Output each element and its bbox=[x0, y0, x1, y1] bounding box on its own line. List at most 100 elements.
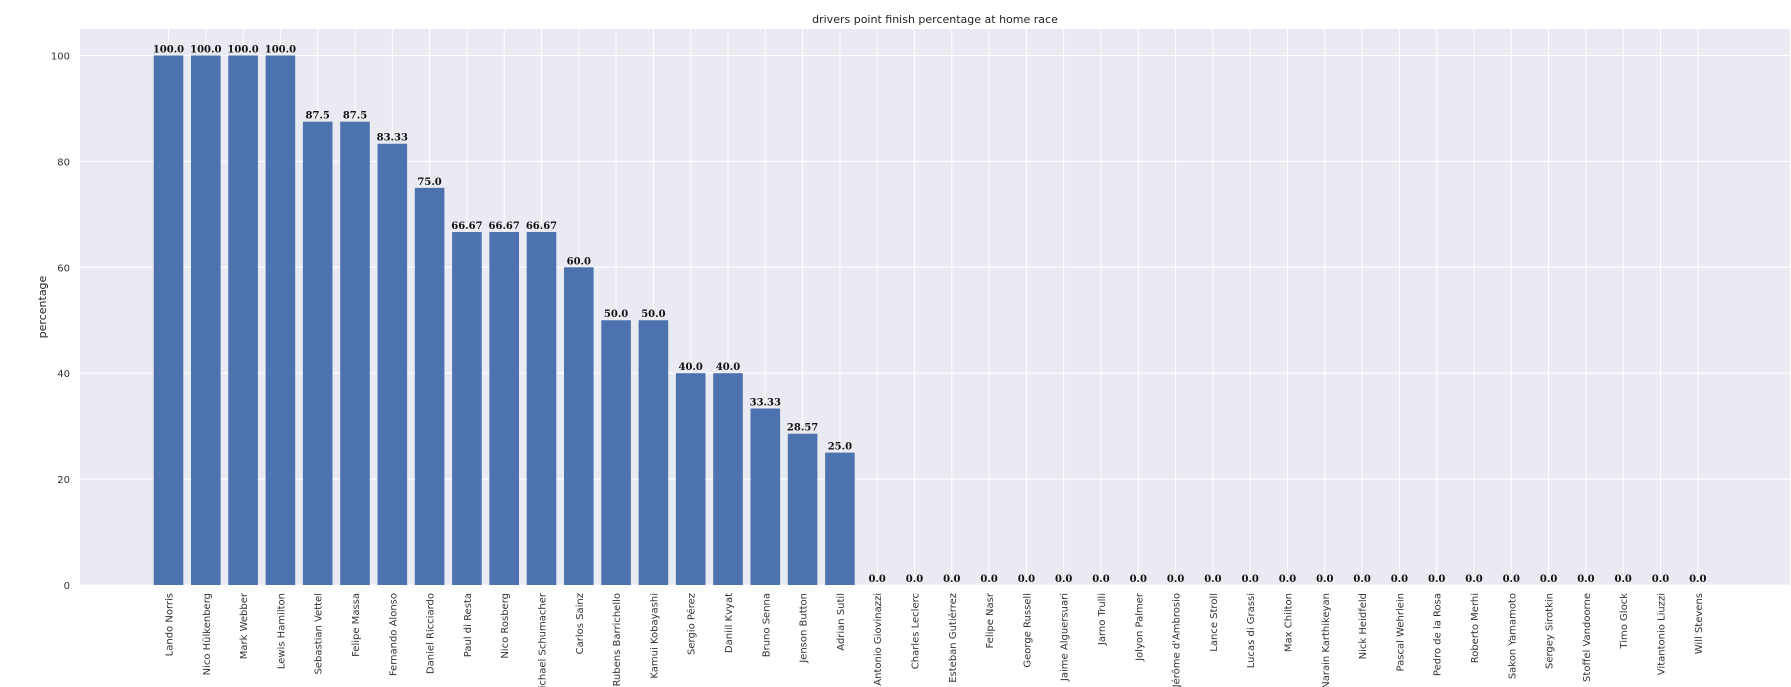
bar-value-label: 0.0 bbox=[868, 574, 885, 585]
bar-value-label: 87.5 bbox=[343, 111, 367, 122]
x-tick-label: Mark Webber bbox=[239, 592, 250, 659]
x-tick-label: Vitantonio Liuzzi bbox=[1657, 593, 1668, 675]
bar bbox=[787, 433, 818, 585]
y-axis-label: percentage bbox=[36, 275, 49, 338]
bar-value-label: 0.0 bbox=[1055, 574, 1072, 585]
y-tick-label: 0 bbox=[64, 581, 70, 592]
x-tick-label: Jenson Button bbox=[799, 593, 810, 664]
x-tick-label: Sebastian Vettel bbox=[314, 593, 325, 675]
y-tick-label: 80 bbox=[57, 157, 70, 168]
bar-value-label: 0.0 bbox=[1316, 574, 1333, 585]
bar-value-label: 66.67 bbox=[451, 221, 482, 232]
y-axis-ticks: 0 20 40 60 80 100 bbox=[51, 51, 70, 592]
bar-value-label: 28.57 bbox=[787, 423, 818, 434]
bar-value-label: 50.0 bbox=[604, 309, 628, 320]
x-tick-label: Narain Karthikeyan bbox=[1321, 593, 1332, 687]
bar bbox=[452, 231, 482, 585]
x-tick-label: Jarno Trulli bbox=[1097, 593, 1108, 646]
x-tick-label: Jaime Alguersuari bbox=[1060, 593, 1071, 682]
x-tick-label: Kamui Kobayashi bbox=[649, 593, 660, 679]
bar bbox=[675, 373, 706, 585]
x-tick-label: Daniil Kvyat bbox=[724, 593, 735, 653]
x-axis-ticks: Lando Norris Nico Hülkenberg Mark Webber Le… bbox=[165, 592, 1705, 687]
bar-value-label: 33.33 bbox=[750, 398, 781, 409]
x-tick-label: Pascal Wehrlein bbox=[1395, 593, 1406, 671]
bar bbox=[713, 373, 743, 585]
y-tick-label: 20 bbox=[57, 475, 70, 486]
y-tick-label: 60 bbox=[57, 263, 70, 274]
bar-value-label: 0.0 bbox=[1130, 574, 1147, 585]
bar-value-label: 100.0 bbox=[153, 44, 184, 55]
bar-value-label: 0.0 bbox=[1279, 574, 1296, 585]
bar-value-label: 100.0 bbox=[265, 44, 296, 55]
x-tick-label: Paul di Resta bbox=[463, 593, 474, 657]
x-tick-label: Carlos Sainz bbox=[575, 593, 586, 654]
x-tick-label: George Russell bbox=[1022, 593, 1033, 668]
x-tick-label: Daniel Ricciardo bbox=[426, 593, 437, 674]
bar bbox=[601, 320, 631, 585]
x-tick-label: Lucas di Grassi bbox=[1246, 593, 1257, 668]
bar bbox=[377, 143, 408, 585]
bar bbox=[564, 267, 594, 585]
x-tick-label: Nico Rosberg bbox=[500, 593, 511, 659]
x-tick-label: Sergio Pérez bbox=[686, 593, 698, 655]
x-tick-label: Felipe Massa bbox=[351, 593, 362, 657]
x-tick-label: Pedro de la Rosa bbox=[1433, 593, 1444, 676]
bar-value-label: 66.67 bbox=[489, 221, 520, 232]
bar-value-label: 0.0 bbox=[1540, 574, 1557, 585]
bar-value-label: 0.0 bbox=[1204, 574, 1221, 585]
x-tick-label: Will Stevens bbox=[1694, 593, 1705, 654]
bar-value-label: 25.0 bbox=[828, 442, 852, 453]
x-tick-label: Charles Leclerc bbox=[911, 593, 922, 669]
bar bbox=[265, 55, 296, 585]
x-tick-label: Fernando Alonso bbox=[388, 593, 399, 676]
x-tick-label: Jérôme d'Ambrosio bbox=[1171, 593, 1183, 687]
x-tick-label: Sergey Sirotkin bbox=[1545, 593, 1556, 669]
bar-value-label: 0.0 bbox=[1167, 574, 1184, 585]
bar-value-label: 0.0 bbox=[1465, 574, 1482, 585]
x-tick-label: Sakon Yamamoto bbox=[1507, 593, 1518, 679]
x-tick-label: Adrian Sutil bbox=[836, 593, 847, 651]
bar-value-label: 0.0 bbox=[1241, 574, 1258, 585]
bar-value-label: 87.5 bbox=[306, 111, 330, 122]
bar bbox=[526, 231, 557, 585]
data-labels: 100.0 100.0 100.0 100.0 87.5 87.5 83.33 75.0 66.… bbox=[153, 44, 1707, 585]
bar-value-label: 0.0 bbox=[1689, 574, 1706, 585]
bar bbox=[825, 452, 855, 585]
bar-value-label: 0.0 bbox=[906, 574, 923, 585]
bar bbox=[489, 231, 519, 585]
x-tick-label: Lando Norris bbox=[165, 593, 176, 656]
x-tick-label: Lance Stroll bbox=[1209, 593, 1220, 652]
bar-value-label: 0.0 bbox=[1391, 574, 1408, 585]
bar bbox=[414, 187, 445, 585]
x-tick-label: Nico Hülkenberg bbox=[202, 593, 213, 675]
bar-value-label: 0.0 bbox=[1652, 574, 1669, 585]
bar-value-label: 75.0 bbox=[417, 177, 441, 188]
bar-value-label: 0.0 bbox=[1428, 574, 1445, 585]
bar-value-label: 0.0 bbox=[1353, 574, 1370, 585]
bar-value-label: 0.0 bbox=[1018, 574, 1035, 585]
bar bbox=[340, 121, 370, 586]
plot-area bbox=[80, 29, 1790, 585]
x-tick-label: Lewis Hamilton bbox=[276, 593, 287, 669]
bar-value-label: 0.0 bbox=[1503, 574, 1520, 585]
bar-value-label: 0.0 bbox=[943, 574, 960, 585]
bar bbox=[638, 320, 669, 585]
x-tick-label: Timo Glock bbox=[1619, 593, 1630, 650]
bar-value-label: 0.0 bbox=[1614, 574, 1631, 585]
bar-value-label: 40.0 bbox=[679, 362, 703, 373]
bar-value-label: 40.0 bbox=[716, 362, 740, 373]
bar bbox=[750, 408, 781, 585]
y-tick-label: 100 bbox=[51, 51, 70, 62]
bar bbox=[302, 121, 333, 586]
y-tick-label: 40 bbox=[57, 369, 70, 380]
x-tick-label: Stoffel Vandoorne bbox=[1582, 593, 1593, 682]
bar-value-label: 0.0 bbox=[980, 574, 997, 585]
bars bbox=[153, 55, 855, 586]
bar bbox=[228, 55, 258, 585]
x-tick-label: Max Chilton bbox=[1284, 593, 1295, 652]
x-tick-label: Felipe Nasr bbox=[985, 592, 996, 648]
bar-value-label: 83.33 bbox=[377, 133, 408, 144]
bar bbox=[191, 55, 221, 585]
